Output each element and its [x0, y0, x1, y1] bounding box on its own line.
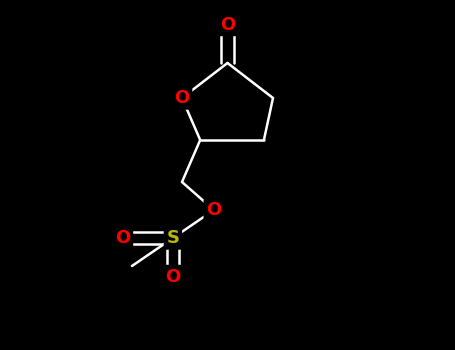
Text: O: O	[115, 229, 131, 247]
Text: O: O	[174, 89, 190, 107]
Text: S: S	[167, 229, 179, 247]
Text: O: O	[165, 267, 181, 286]
Text: O: O	[220, 15, 235, 34]
Text: O: O	[206, 201, 222, 219]
